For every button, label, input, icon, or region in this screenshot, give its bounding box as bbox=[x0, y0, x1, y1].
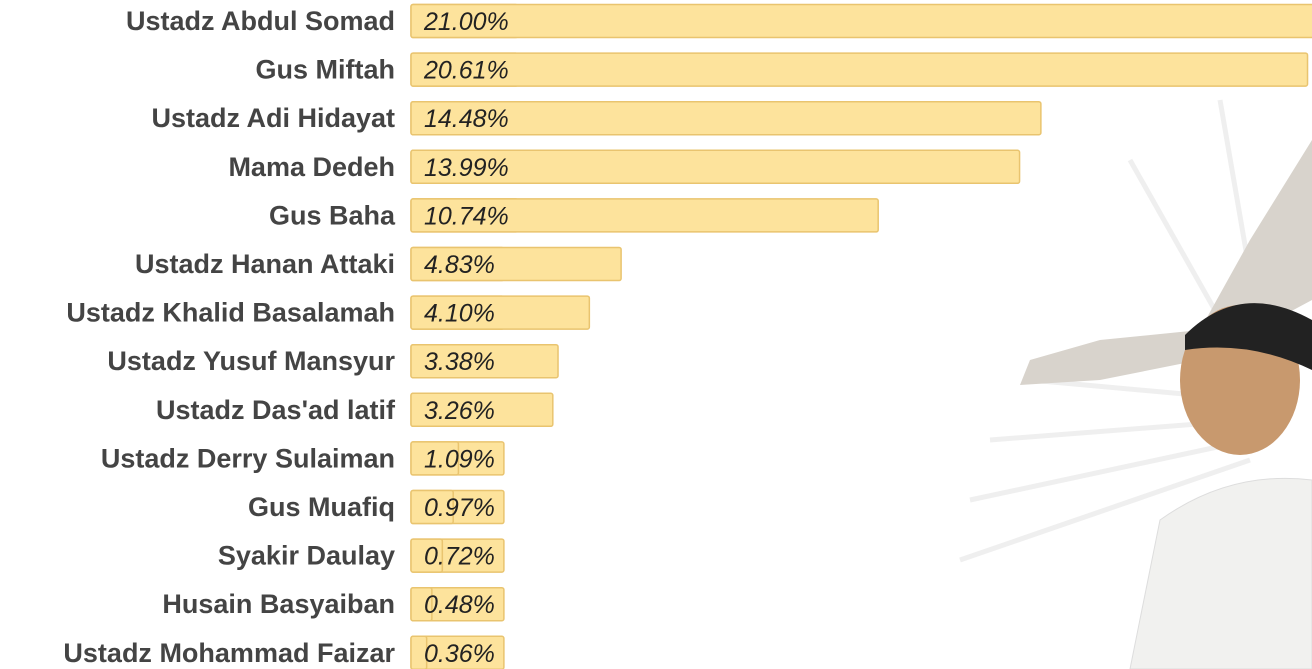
value-label: 14.48% bbox=[424, 105, 509, 133]
value-label: 4.83% bbox=[424, 251, 495, 279]
category-label: Ustadz Yusuf Mansyur bbox=[107, 346, 395, 376]
value-label: 21.00% bbox=[423, 8, 509, 36]
category-label: Ustadz Hanan Attaki bbox=[135, 249, 395, 279]
value-label: 13.99% bbox=[424, 154, 509, 182]
value-label: 0.48% bbox=[424, 591, 495, 619]
ray bbox=[970, 440, 1250, 500]
bars: Ustadz Abdul Somad 21.00% Gus Miftah 20.61%… bbox=[63, 5, 1312, 669]
category-label: Syakir Daulay bbox=[218, 541, 395, 571]
bar bbox=[411, 53, 1308, 86]
bar bbox=[411, 5, 1312, 38]
chart: Ustadz Abdul Somad 21.00% Gus Miftah 20.61%… bbox=[0, 0, 1312, 669]
category-label: Ustadz Derry Sulaiman bbox=[101, 443, 395, 473]
shirt-shape bbox=[1130, 478, 1312, 669]
value-label: 0.36% bbox=[424, 640, 495, 668]
value-label: 10.74% bbox=[424, 202, 509, 230]
value-label: 0.97% bbox=[424, 494, 495, 522]
value-label: 20.61% bbox=[423, 57, 509, 85]
category-label: Gus Baha bbox=[269, 200, 396, 230]
category-label: Gus Miftah bbox=[256, 55, 396, 85]
value-label: 3.26% bbox=[424, 397, 495, 425]
value-label: 4.10% bbox=[424, 300, 495, 328]
value-label: 3.38% bbox=[424, 348, 495, 376]
category-label: Mama Dedeh bbox=[228, 152, 395, 182]
page: {"chart_data": {"type": "bar", "orientat… bbox=[0, 0, 1312, 669]
category-label: Ustadz Abdul Somad bbox=[126, 6, 395, 36]
category-label: Husain Basyaiban bbox=[162, 589, 395, 619]
category-label: Ustadz Das'ad latif bbox=[156, 395, 396, 425]
category-label: Ustadz Adi Hidayat bbox=[151, 103, 395, 133]
category-label: Ustadz Khalid Basalamah bbox=[66, 298, 395, 328]
category-label: Gus Muafiq bbox=[248, 492, 395, 522]
category-label: Ustadz Mohammad Faizar bbox=[63, 638, 395, 668]
value-label: 1.09% bbox=[424, 445, 495, 473]
value-label: 0.72% bbox=[424, 543, 495, 571]
